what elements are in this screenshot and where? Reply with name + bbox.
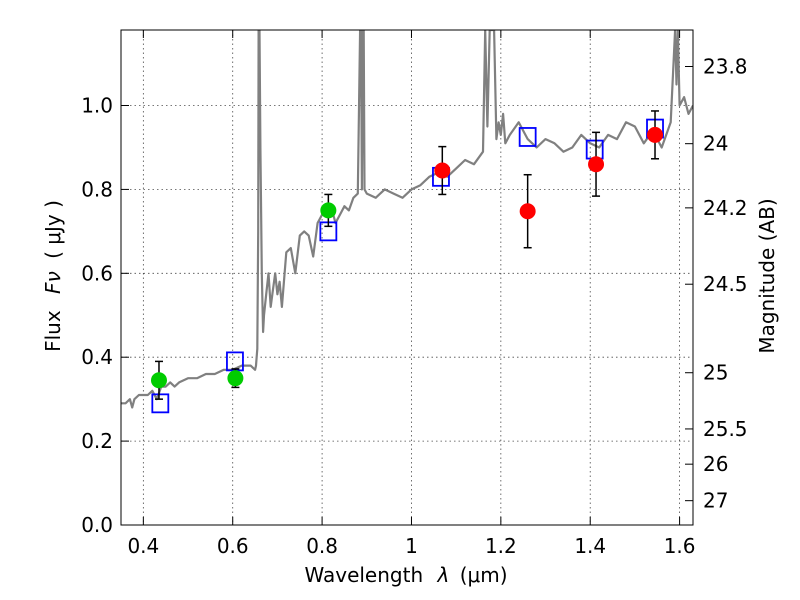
model-square-marker — [151, 393, 170, 414]
mag-tick-label: 26 — [703, 452, 728, 476]
y-tick-label: 0.8 — [81, 177, 113, 201]
mag-tick-label: 24.2 — [703, 196, 748, 220]
x-tick-label: 0.4 — [127, 534, 159, 558]
x-axis-label-unit: (μm) — [460, 563, 508, 587]
y-axis-label-unit: ( μJy ) — [41, 200, 65, 259]
y-axis-label-text: Flux — [41, 310, 65, 352]
y2-axis-label: Magnitude (AB) — [755, 198, 779, 353]
y-tick-label: 1.0 — [81, 94, 113, 118]
mag-tick-label: 24 — [703, 132, 728, 156]
observed-point-marker — [588, 156, 605, 173]
x-tick-label: 0.8 — [306, 534, 338, 558]
x-axis-label-symbol: λ — [437, 563, 450, 587]
mag-tick-label: 25 — [703, 361, 728, 385]
x-tick-label: 1.6 — [664, 534, 696, 558]
observed-point-marker — [227, 370, 244, 387]
mag-tick-label: 25.5 — [703, 417, 748, 441]
x-tick-label: 1 — [405, 534, 418, 558]
x-tick-label: 1.2 — [485, 534, 517, 558]
x-axis-label-text: Wavelength — [304, 563, 423, 587]
mag-tick-label: 27 — [703, 489, 728, 513]
y-axis-label: Flux Fν ( μJy ) — [41, 200, 65, 352]
y-tick-label: 0.0 — [81, 513, 113, 537]
model-square-marker — [518, 127, 537, 147]
observed-point-marker — [320, 202, 337, 219]
y-tick-label: 0.4 — [81, 345, 113, 369]
grid-layer — [121, 30, 693, 526]
mag-tick-label: 24.5 — [703, 272, 748, 296]
plot-frame — [120, 29, 694, 526]
observed-point-marker — [434, 162, 451, 179]
observed-point-marker — [519, 203, 536, 220]
marker-layer — [150, 110, 664, 414]
y-tick-label: 0.6 — [81, 261, 113, 285]
spectrum-line — [121, 30, 693, 409]
mag-tick-label: 23.8 — [703, 54, 748, 78]
y-tick-label: 0.2 — [81, 429, 113, 453]
observed-point-marker — [647, 126, 664, 143]
series-layer — [121, 30, 693, 409]
observed-point-marker — [150, 372, 167, 389]
x-axis-label: Wavelength λ (μm) — [304, 563, 507, 587]
tick-layer: 0.4 0.6 0.8 1 1.2 1.4 1.6 0.0 0.2 0.4 0.6 0.8 1.0 23.… — [81, 30, 748, 558]
x-tick-label: 1.4 — [574, 534, 606, 558]
y-axis-label-symbol: Fν — [41, 271, 65, 294]
x-tick-label: 0.6 — [217, 534, 249, 558]
